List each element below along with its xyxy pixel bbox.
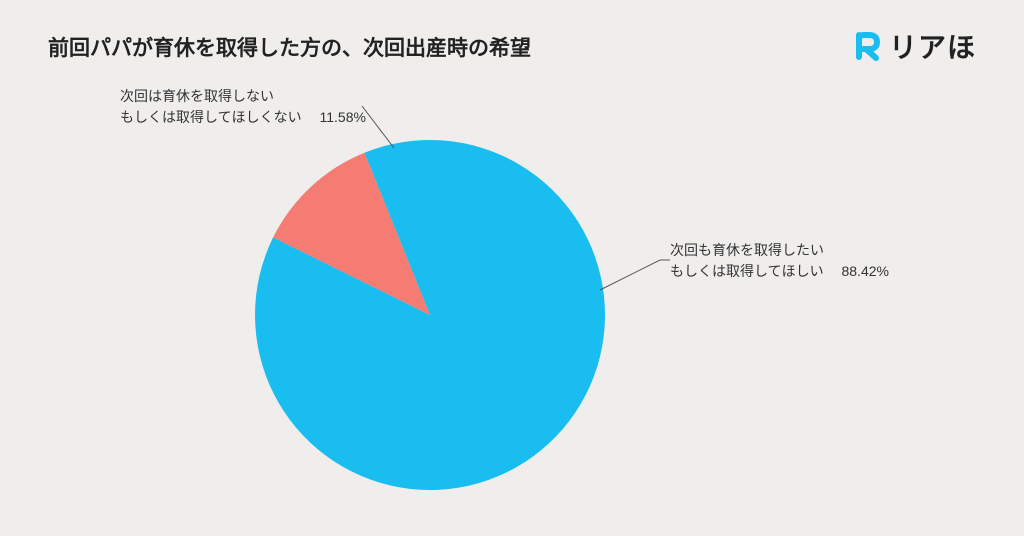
slice-label-line1: 次回は育休を取得しない: [120, 88, 274, 104]
slice-label-line2: もしくは取得してほしい: [670, 263, 824, 279]
leader-line: [600, 260, 670, 290]
slice-pct: 11.58%: [319, 109, 365, 125]
slice-label-line2: もしくは取得してほしくない: [120, 109, 302, 125]
slice-pct: 88.42%: [841, 263, 888, 279]
slice-label-not-want: 次回は育休を取得しない もしくは取得してほしくない 11.58%: [120, 86, 366, 128]
leader-line: [362, 106, 394, 148]
slice-label-line1: 次回も育休を取得したい: [670, 242, 824, 258]
slice-label-want-again: 次回も育休を取得したい もしくは取得してほしい 88.42%: [670, 240, 889, 282]
